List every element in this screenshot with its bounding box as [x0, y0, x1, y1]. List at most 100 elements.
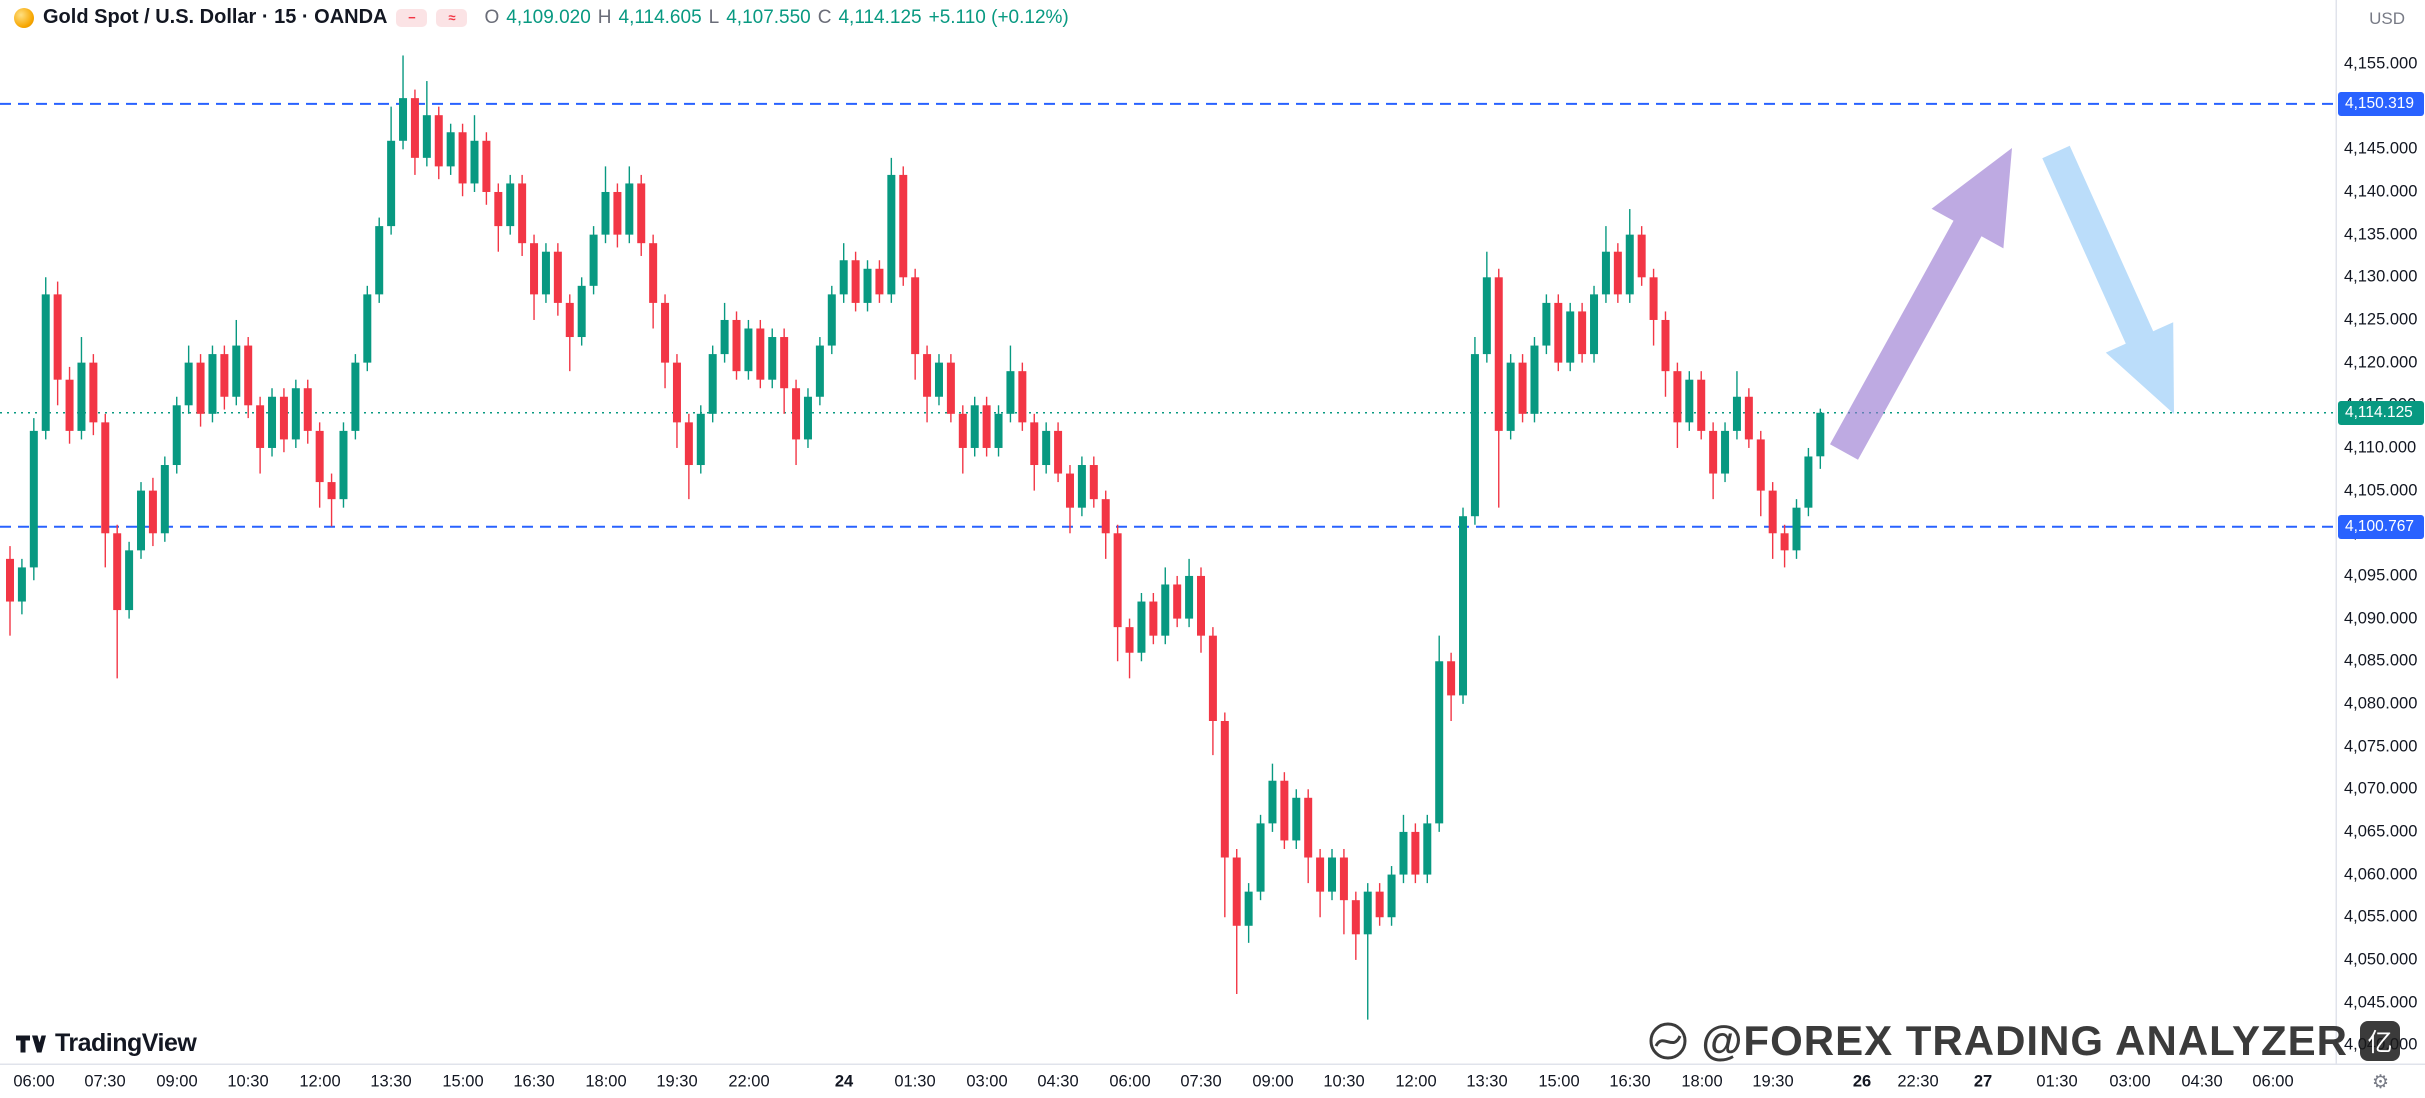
- watermark-text: @FOREX TRADING ANALYZER: [1701, 1017, 2348, 1064]
- candle-body: [53, 294, 62, 380]
- candle: [6, 546, 14, 636]
- date-tick-label: 26: [1852, 1072, 1872, 1091]
- tradingview-logo[interactable]: TradingView: [16, 1029, 197, 1058]
- bullish-arrow[interactable]: [1830, 148, 2012, 460]
- candle-body: [220, 354, 229, 397]
- currency-label[interactable]: USD: [2369, 9, 2405, 28]
- candle-body: [1625, 234, 1634, 295]
- price-level-badge: 4,100.767: [2338, 514, 2424, 539]
- candle: [1816, 408, 1825, 469]
- candle: [649, 234, 658, 329]
- candle: [1065, 465, 1074, 534]
- candle: [756, 319, 765, 389]
- candle: [768, 328, 777, 389]
- time-tick-label: 09:00: [156, 1072, 198, 1091]
- candle-body: [1721, 430, 1730, 474]
- candle: [1732, 371, 1741, 440]
- candle-body: [184, 362, 193, 406]
- candle-body: [339, 430, 348, 500]
- candle-body: [1518, 362, 1527, 414]
- price-tick-label: 4,050.000: [2344, 950, 2418, 969]
- candle-body: [172, 405, 181, 466]
- time-axis[interactable]: 06:00 07:30 09:00 10:30 12:00 13:30 15:00 16:30…: [0, 1064, 2425, 1098]
- ohlc-readout: O 4,109.020 H 4,114.605 L 4,107.550 C 4,114.…: [484, 7, 1068, 29]
- candle-body: [268, 396, 277, 448]
- data-status-icon[interactable]: ≈: [436, 8, 468, 27]
- candle-body: [458, 132, 467, 184]
- candle: [1423, 814, 1432, 884]
- candle-body: [577, 285, 586, 338]
- candle-body: [756, 328, 765, 380]
- candle: [1697, 371, 1706, 440]
- candle-body: [1054, 430, 1063, 474]
- candle: [506, 174, 515, 235]
- candle: [875, 260, 884, 303]
- price-tick-label: 4,125.000: [2344, 310, 2418, 329]
- close-value: 4,114.125: [838, 6, 922, 28]
- candle-body: [1244, 891, 1253, 926]
- candle-body: [1637, 234, 1646, 278]
- candle-body: [887, 174, 896, 295]
- candle-body: [1411, 831, 1420, 875]
- candle-body: [470, 140, 479, 184]
- candle-body: [744, 328, 753, 372]
- candle-body: [17, 567, 26, 602]
- candle: [1768, 482, 1777, 559]
- candle: [196, 354, 205, 427]
- candle-body: [661, 302, 670, 363]
- candle-body: [65, 379, 74, 431]
- candle: [970, 396, 979, 457]
- candle: [1601, 226, 1610, 303]
- time-tick-label: 10:30: [1323, 1072, 1365, 1091]
- candle: [1661, 311, 1670, 397]
- candle-body: [410, 98, 419, 158]
- candle-body: [1494, 277, 1503, 431]
- bearish-arrow[interactable]: [2042, 145, 2174, 415]
- candle: [208, 345, 217, 423]
- candle: [1197, 567, 1205, 653]
- candle-body: [1018, 371, 1027, 423]
- candle: [518, 174, 527, 256]
- candle: [1339, 848, 1348, 935]
- candle: [1756, 430, 1765, 517]
- candle-body: [1161, 584, 1170, 636]
- candle: [172, 396, 181, 474]
- candle: [1244, 883, 1253, 943]
- candle: [1030, 413, 1039, 491]
- time-tick-label: 22:00: [728, 1072, 770, 1091]
- price-tick-label: 4,130.000: [2344, 267, 2418, 286]
- price-axis[interactable]: 4,155.0004,150.0004,145.0004,140.0004,13…: [2336, 0, 2425, 1064]
- candle-body: [1351, 900, 1360, 935]
- market-status-icon[interactable]: −: [396, 8, 428, 27]
- candle: [1566, 302, 1575, 372]
- candle: [1149, 593, 1158, 645]
- candle: [1542, 294, 1551, 355]
- candle-body: [565, 302, 574, 338]
- change-value: +5.110 (+0.12%): [928, 6, 1069, 28]
- symbol-title[interactable]: Gold Spot / U.S. Dollar · 15 · OANDA: [43, 6, 388, 28]
- candle: [613, 183, 622, 248]
- candle: [351, 354, 360, 440]
- candle: [1721, 422, 1730, 483]
- candle-body: [1792, 507, 1801, 551]
- candle: [1518, 354, 1527, 423]
- candle: [1470, 337, 1479, 525]
- open-label: O: [484, 6, 500, 28]
- candle: [1494, 268, 1503, 508]
- candle: [1411, 823, 1420, 884]
- candle-body: [1423, 823, 1432, 875]
- candle: [696, 405, 705, 474]
- candle: [1780, 524, 1789, 568]
- candle: [684, 413, 693, 500]
- candle: [1613, 243, 1622, 303]
- candle-body: [1459, 516, 1468, 696]
- candle-body: [1601, 251, 1610, 295]
- candle-body: [1042, 430, 1051, 466]
- candle: [220, 345, 229, 410]
- candle: [672, 354, 681, 448]
- candle: [1125, 618, 1134, 679]
- watermark: @FOREX TRADING ANALYZER 亿: [1647, 1017, 2400, 1065]
- candle: [446, 123, 455, 175]
- axis-settings-gear-icon[interactable]: ⚙: [2371, 1072, 2389, 1093]
